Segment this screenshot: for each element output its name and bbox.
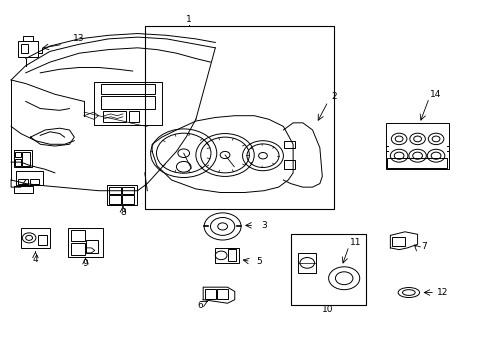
Bar <box>122 195 133 203</box>
Bar <box>14 150 32 167</box>
Bar <box>22 152 30 166</box>
Bar <box>68 228 102 257</box>
Bar <box>21 44 28 53</box>
Text: 13: 13 <box>73 35 85 44</box>
Bar <box>94 82 162 125</box>
Text: 7: 7 <box>421 242 427 251</box>
Bar <box>122 187 133 194</box>
Bar <box>38 235 47 245</box>
Bar <box>217 289 228 298</box>
Text: 9: 9 <box>82 260 88 269</box>
Bar <box>15 158 21 166</box>
Bar <box>215 248 238 263</box>
Bar <box>297 253 316 273</box>
Text: 4: 4 <box>33 255 38 264</box>
Bar <box>101 84 154 94</box>
Bar <box>391 237 404 246</box>
Bar <box>109 187 121 194</box>
Bar <box>71 230 84 242</box>
Text: 5: 5 <box>256 257 262 266</box>
Bar <box>204 289 215 298</box>
Text: 6: 6 <box>197 301 202 310</box>
Text: 3: 3 <box>261 221 266 230</box>
Bar <box>128 111 139 122</box>
Bar <box>86 240 98 253</box>
Bar <box>284 141 294 148</box>
Bar <box>144 26 334 208</box>
Bar <box>101 96 154 109</box>
Bar <box>30 179 39 184</box>
Bar <box>21 228 50 248</box>
Bar <box>385 123 448 169</box>
Bar <box>71 243 84 255</box>
Text: 12: 12 <box>436 288 447 297</box>
Bar <box>386 158 447 168</box>
Bar <box>102 111 125 122</box>
Bar <box>109 195 121 203</box>
Bar <box>227 249 236 261</box>
Bar <box>15 152 21 157</box>
Text: 14: 14 <box>429 90 440 99</box>
Bar <box>14 186 33 193</box>
Text: 10: 10 <box>322 305 333 314</box>
Bar <box>16 171 42 185</box>
Bar <box>290 234 366 305</box>
Text: 11: 11 <box>349 238 360 247</box>
Bar <box>23 36 32 41</box>
Text: 1: 1 <box>185 15 191 24</box>
Bar <box>19 41 38 57</box>
Text: 2: 2 <box>331 91 337 100</box>
Bar <box>18 179 28 184</box>
Text: 8: 8 <box>120 208 125 217</box>
Bar <box>107 185 136 205</box>
Bar <box>284 160 294 169</box>
